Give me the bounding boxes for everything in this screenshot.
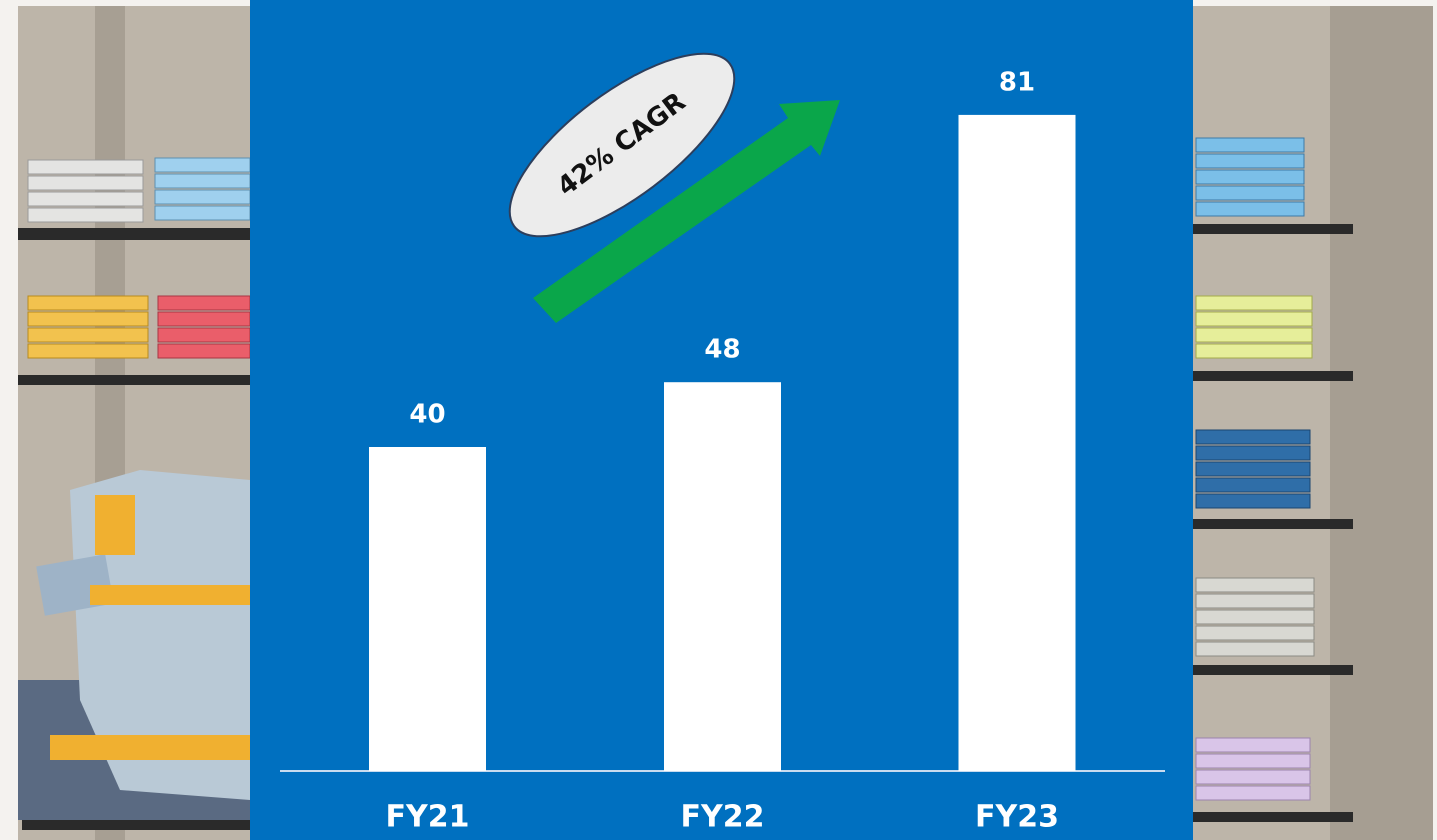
bar [369,447,486,771]
x-tick-label: FY23 [975,800,1059,835]
x-tick-label: FY21 [386,800,470,835]
bar [664,382,781,771]
x-tick-label: FY22 [681,800,765,835]
store-photo-left [0,0,251,840]
bar [958,114,1076,771]
value-label: 48 [704,335,740,365]
annotation-bubble [508,52,736,238]
value-label: 81 [999,67,1035,97]
value-label: 40 [409,400,445,430]
store-photo-right [1193,0,1437,840]
growth-arrow [533,100,840,323]
